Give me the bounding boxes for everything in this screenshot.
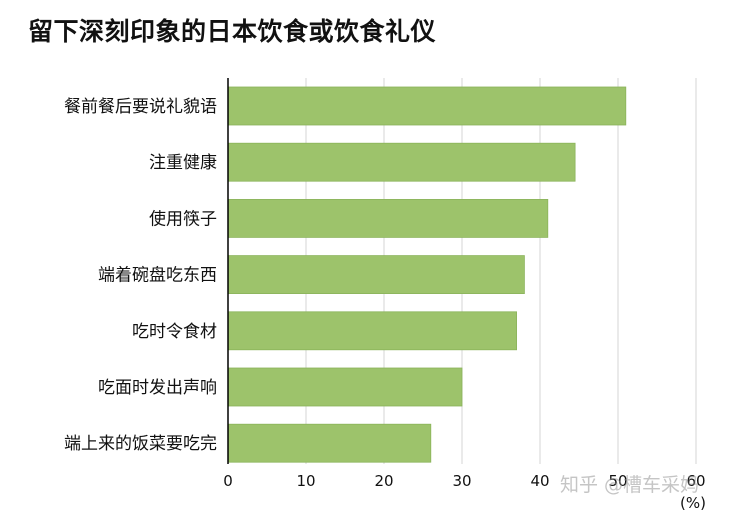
bar <box>227 311 518 351</box>
category-label: 吃面时发出声响 <box>98 378 217 398</box>
category-label: 注重健康 <box>149 153 217 173</box>
x-tick-label: 0 <box>223 472 233 490</box>
bar <box>227 367 463 407</box>
x-tick-label: 60 <box>686 472 705 490</box>
category-label: 吃时令食材 <box>132 322 217 342</box>
bars <box>227 86 627 463</box>
watermark: 知乎 @槽车采妈 <box>560 474 700 496</box>
chart-title: 留下深刻印象的日本饮食或饮食礼仪 <box>28 17 437 46</box>
bar <box>227 86 627 126</box>
x-tick-label: 20 <box>374 472 393 490</box>
category-labels: 餐前餐后要说礼貌语注重健康使用筷子端着碗盘吃东西吃时令食材吃面时发出声响端上来的… <box>64 97 217 454</box>
category-label: 使用筷子 <box>149 208 217 229</box>
bar <box>227 423 432 463</box>
x-tick-label: 10 <box>296 472 315 490</box>
x-tick-label: 50 <box>608 472 627 490</box>
x-axis-unit: (%) <box>680 494 706 512</box>
bar <box>227 142 576 182</box>
category-label: 端上来的饭菜要吃完 <box>64 434 217 454</box>
category-label: 端着碗盘吃东西 <box>98 266 217 286</box>
bar <box>227 198 549 238</box>
bar <box>227 255 525 295</box>
category-label: 餐前餐后要说礼貌语 <box>64 97 217 117</box>
x-tick-label: 40 <box>530 472 549 490</box>
x-tick-labels: 0 10 20 30 40 50 60 <box>223 472 705 490</box>
x-tick-label: 30 <box>452 472 471 490</box>
